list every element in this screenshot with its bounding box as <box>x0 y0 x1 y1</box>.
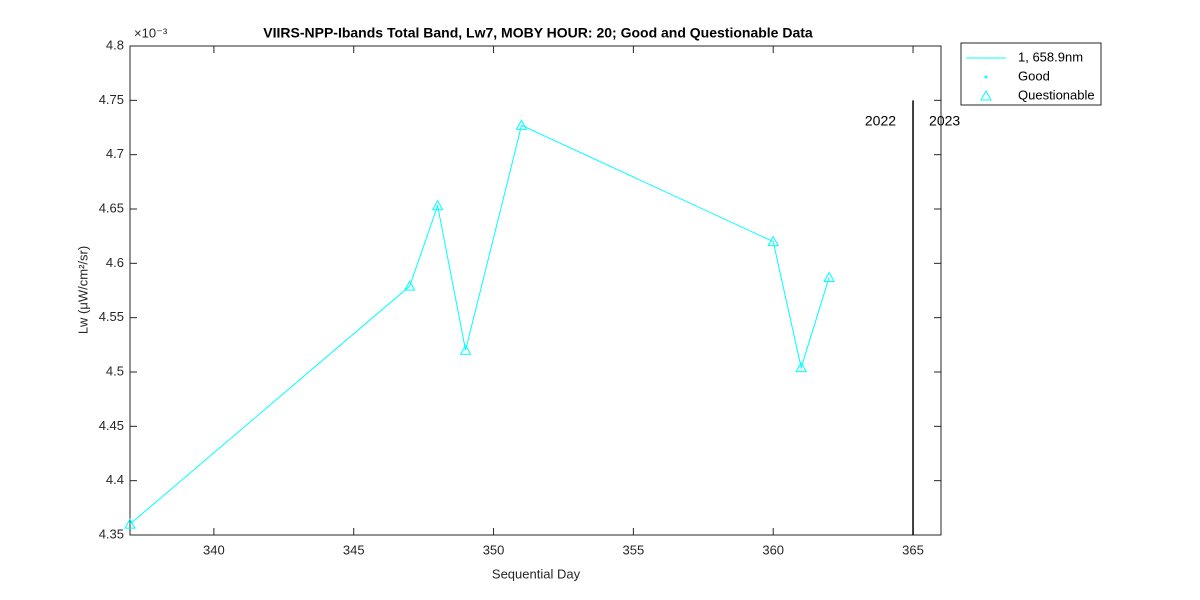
legend-label: Questionable <box>1018 87 1095 102</box>
triangle-marker <box>403 280 416 291</box>
x-tick-label: 365 <box>902 542 924 557</box>
y-tick-label: 4.35 <box>99 526 124 541</box>
triangle-marker <box>767 235 780 247</box>
x-tick-label: 345 <box>343 542 365 557</box>
y-tick-label: 4.55 <box>99 309 124 324</box>
y-axis-label: Lw (μW/cm²/sr) <box>75 246 90 334</box>
y-tick-label: 4.8 <box>106 37 124 52</box>
triangle-marker <box>431 199 444 211</box>
x-tick-label: 360 <box>762 542 784 557</box>
legend-triangle <box>980 89 992 101</box>
x-tick-label: 340 <box>203 542 225 557</box>
chart-title: VIIRS-NPP-Ibands Total Band, Lw7, MOBY H… <box>263 25 813 41</box>
y-tick-label: 4.6 <box>106 255 124 270</box>
legend-label: 1, 658.9nm <box>1018 49 1083 64</box>
legend-dot <box>984 75 988 79</box>
year-label: 2022 <box>865 113 896 129</box>
triangle-marker <box>459 344 472 355</box>
y-tick-label: 4.75 <box>99 92 124 107</box>
triangle-marker <box>515 119 528 130</box>
x-tick-label: 350 <box>483 542 505 557</box>
y-tick-label: 4.4 <box>106 472 124 487</box>
y-tick-label: 4.65 <box>99 200 124 215</box>
y-tick-label: 4.45 <box>99 418 124 433</box>
y-multiplier: ×10⁻³ <box>134 25 168 40</box>
y-tick-label: 4.5 <box>106 363 124 378</box>
x-tick-label: 355 <box>623 542 645 557</box>
series-line <box>129 124 830 525</box>
y-tick-label: 4.7 <box>106 146 124 161</box>
triangle-marker <box>823 271 835 282</box>
triangle-marker <box>124 518 136 529</box>
year-label: 2023 <box>929 113 960 129</box>
legend-label: Good <box>1018 68 1050 83</box>
x-axis-label: Sequential Day <box>492 566 581 581</box>
triangle-marker <box>795 361 808 373</box>
axes-box <box>129 45 942 536</box>
